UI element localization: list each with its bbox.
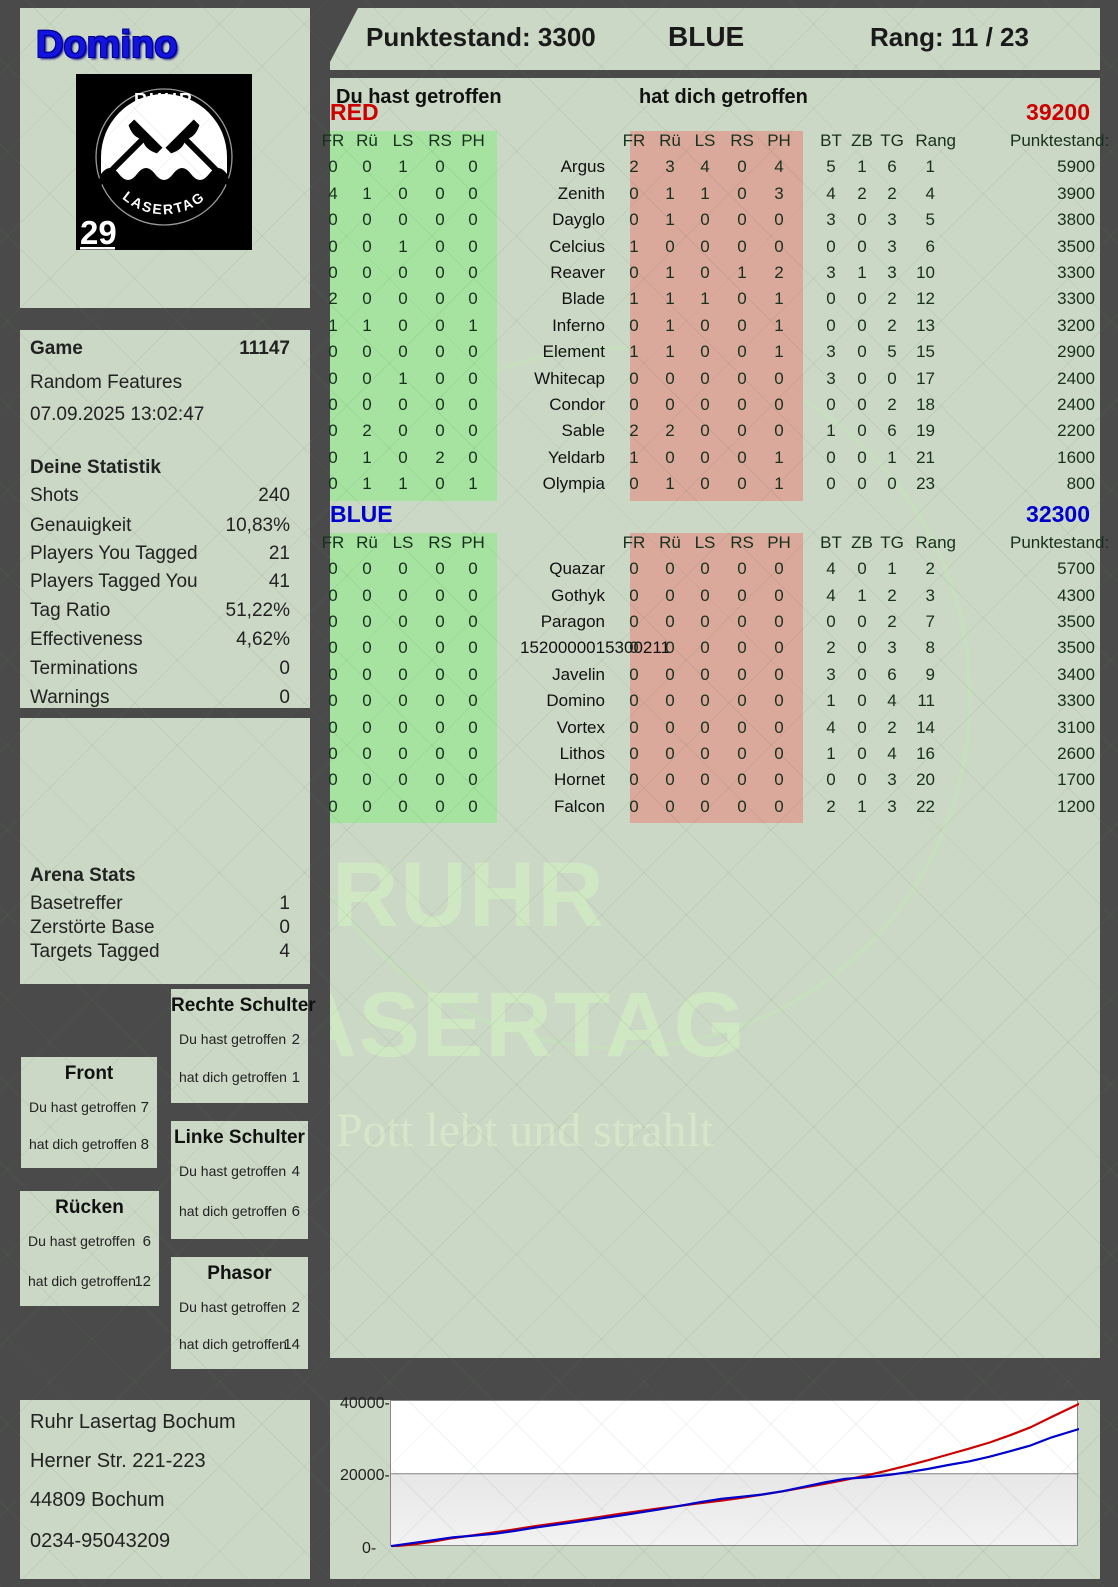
svg-text:29: 29 [80,214,117,250]
svg-text:RUHR: RUHR [134,90,194,110]
